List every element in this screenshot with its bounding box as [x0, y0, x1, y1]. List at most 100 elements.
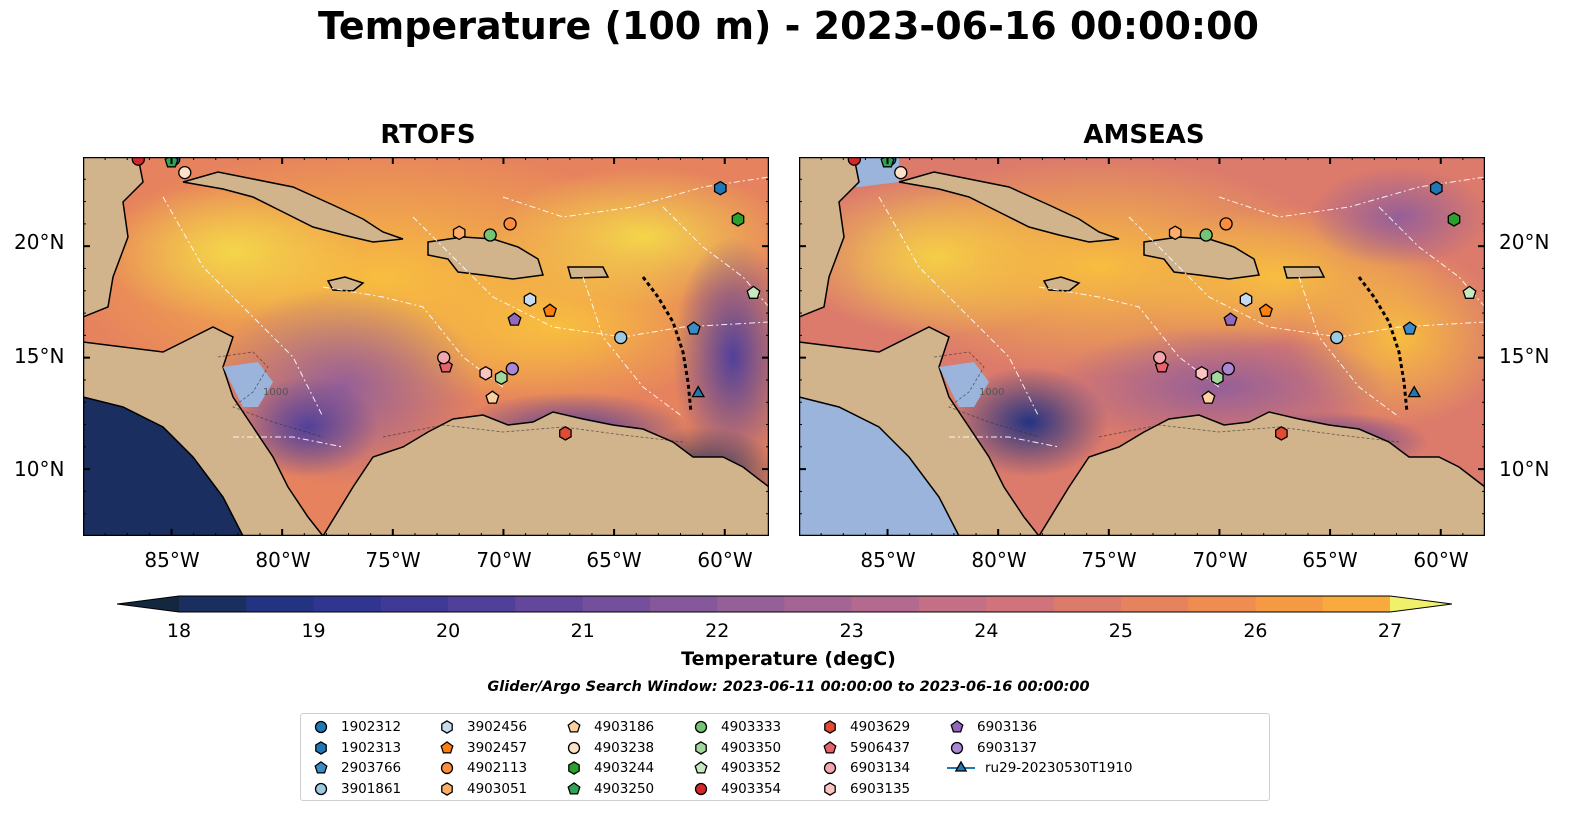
colorbar-segment	[1120, 596, 1189, 612]
legend-label: 2903766	[341, 760, 402, 776]
no-data-region	[799, 392, 959, 536]
legend-swatch	[694, 782, 708, 795]
amseas-map[interactable]: 1000	[799, 157, 1485, 536]
land-cuba	[898, 171, 1120, 243]
right-y-tick-10n: 10°N	[1499, 457, 1550, 481]
colorbar-tick-label: 21	[570, 620, 595, 642]
legend-item-4903354: 4903354	[691, 779, 781, 799]
legend-marker-5906437	[823, 740, 837, 754]
legend-swatch	[441, 781, 453, 796]
legend-marker-6903137	[950, 741, 964, 754]
platform-marker-3902456	[1239, 292, 1253, 308]
platform-marker-1902313	[713, 180, 727, 196]
legend-label: 4903350	[721, 739, 782, 756]
legend-item-3902457: 3902457	[437, 738, 527, 758]
legend-label: 6903137	[977, 739, 1038, 756]
legend-label: 1902313	[341, 739, 402, 756]
colorbar	[117, 595, 1452, 613]
lesser-antilles	[1357, 276, 1409, 413]
land-south-america	[1038, 411, 1485, 536]
colorbar-extend-min	[117, 596, 179, 612]
panel-title-amseas: AMSEAS	[1083, 120, 1205, 150]
platform-marker-6903134	[437, 350, 451, 365]
legend-marker-4902113	[440, 761, 454, 775]
p1-x-tick-80w: 80°W	[255, 548, 311, 572]
p2-x-tick-75w: 75°W	[1081, 548, 1137, 572]
contour-label: 1000	[263, 387, 288, 398]
rtofs-map[interactable]: 1000	[83, 157, 769, 536]
platform-marker-6903135	[479, 365, 493, 381]
legend-marker-6903135	[824, 781, 836, 796]
legend-label: 4903629	[850, 719, 911, 735]
colorbar-segment	[1053, 596, 1122, 612]
colorbar-segment	[179, 596, 247, 612]
map-ticks	[83, 157, 769, 536]
legend-swatch	[441, 720, 453, 734]
bathymetry-contour	[933, 351, 1400, 443]
legend-marker-ru29-20230530T1910	[954, 760, 968, 772]
platform-marker-4903333	[483, 228, 497, 242]
lesser-antilles	[641, 276, 693, 413]
platform-marker-3901861	[614, 330, 628, 345]
legend-swatch	[694, 720, 708, 734]
legend-label: 4903186	[594, 719, 655, 735]
legend-swatch	[824, 781, 836, 796]
land-cuba	[182, 171, 404, 243]
cool-region	[673, 237, 769, 477]
platform-marker-4903354	[847, 157, 861, 166]
legend-marker-4903354	[694, 782, 708, 795]
colorbar-segment	[851, 596, 920, 612]
platform-marker-3901861	[1330, 330, 1344, 345]
panel-title-rtofs: RTOFS	[380, 120, 476, 150]
colorbar-tick-label: 22	[705, 620, 730, 642]
shelf-water	[223, 362, 273, 407]
platform-marker-6903136	[1223, 312, 1238, 326]
legend-label: 4903238	[594, 739, 655, 756]
legend-label: 3902456	[467, 719, 528, 735]
legend-swatch	[440, 740, 454, 754]
legend-swatch	[695, 740, 707, 755]
left-y-tick-20n: 20°N	[14, 230, 65, 254]
legend-marker-2903766	[314, 761, 328, 774]
legend-swatch	[314, 720, 328, 734]
land-south-america	[322, 411, 769, 536]
legend-item-1902313: 1902313	[311, 738, 401, 758]
legend-swatch	[314, 761, 328, 774]
platform-marker-4903333	[1199, 228, 1213, 242]
bathymetry-contour	[217, 351, 684, 443]
colorbar-segment	[1188, 596, 1256, 612]
platform-marker-4903244	[1447, 212, 1461, 227]
legend-label: 6903135	[850, 780, 911, 797]
platform-marker-4902113	[1219, 217, 1233, 231]
legend-marker-4903051	[441, 781, 453, 796]
legend-label: 4903250	[594, 780, 655, 797]
platform-marker-4903352	[1462, 285, 1477, 299]
platform-marker-4903350	[1210, 370, 1224, 386]
legend-marker-6903134	[823, 761, 837, 775]
legend-marker-3902456	[441, 720, 453, 734]
platform-marker-4903244	[731, 212, 745, 227]
colorbar-segment	[1322, 596, 1391, 612]
legend-label: 3901861	[341, 780, 402, 797]
colorbar-tick-label: 26	[1243, 620, 1268, 642]
legend-item-4903352: 4903352	[691, 758, 781, 778]
p2-x-tick-70w: 70°W	[1192, 548, 1248, 572]
legend-marker-4903250	[567, 781, 581, 795]
legend-item-4903186: 4903186	[564, 717, 654, 737]
legend-swatch	[824, 720, 836, 734]
colorbar-segment	[313, 596, 382, 612]
legend-label: 4903333	[721, 719, 782, 735]
platform-marker-4903354	[131, 157, 145, 166]
map-frame	[83, 157, 769, 536]
legend-item-4903629: 4903629	[820, 717, 910, 737]
legend-label: 4903244	[594, 760, 655, 776]
legend-marker-4903350	[695, 740, 707, 755]
legend-item-6903135: 6903135	[820, 779, 910, 799]
platform-marker-4902113	[503, 217, 517, 231]
platform-marker-2903766	[686, 321, 701, 335]
platform-marker-4903051	[452, 225, 466, 241]
p2-x-tick-80w: 80°W	[971, 548, 1027, 572]
legend-marker-6903136	[950, 720, 964, 733]
legend-label: 4902113	[467, 760, 528, 776]
shelf-water	[939, 362, 989, 407]
